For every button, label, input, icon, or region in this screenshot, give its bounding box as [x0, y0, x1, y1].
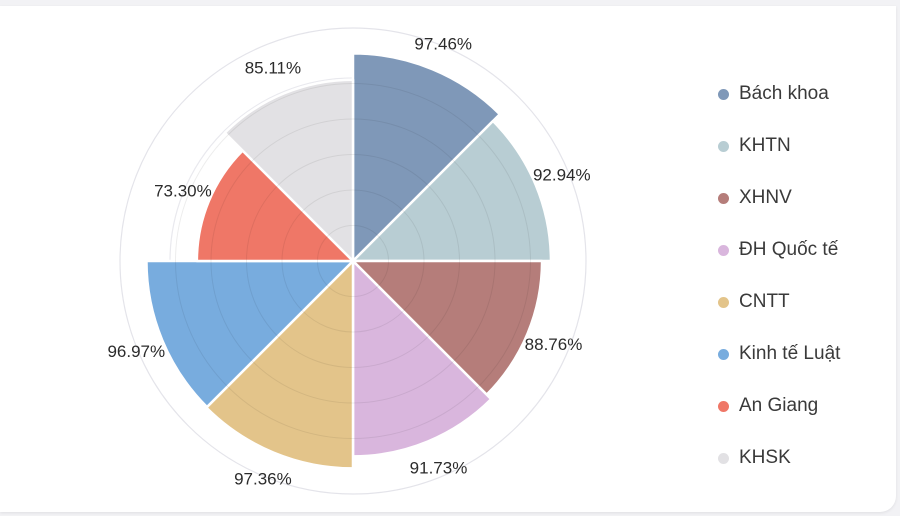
- inner-grid-ring: [281, 189, 425, 333]
- data-label: 96.97%: [107, 342, 165, 361]
- legend-marker: [718, 88, 729, 100]
- polar-wedge[interactable]: [205, 259, 355, 470]
- legend-item-cntt[interactable]: CNTT: [718, 276, 840, 328]
- outer-grid-circle: [119, 27, 587, 495]
- data-label: 91.73%: [410, 458, 468, 477]
- polar-area-chart: 97.46% 92.94% 88.76% 91.73% 97.36% 96.97% 73.3…: [107, 27, 591, 495]
- data-label: 97.36%: [234, 470, 292, 489]
- legend-marker: [718, 452, 729, 464]
- legend-item-bach-khoa[interactable]: Bách khoa: [718, 68, 840, 120]
- legend-label: Bách khoa: [739, 83, 829, 104]
- legend-item-khtn[interactable]: KHTN: [718, 120, 840, 172]
- legend-label: Kinh tế Luật: [739, 343, 841, 364]
- polar-wedge[interactable]: [351, 259, 544, 396]
- legend-marker: [718, 400, 729, 412]
- polar-wedge[interactable]: [145, 259, 355, 409]
- inner-grid-ring: [317, 225, 389, 297]
- legend-label: XHNV: [739, 187, 792, 208]
- legend-label: ĐH Quốc tế: [739, 239, 839, 260]
- legend-item-kinh-te-luat[interactable]: Kinh tế Luật: [718, 328, 840, 380]
- inner-grid-ring: [175, 83, 531, 439]
- legend-label: KHTN: [739, 135, 791, 156]
- polar-wedge[interactable]: [351, 119, 553, 263]
- legend-item-dh-quoc-te[interactable]: ĐH Quốc tế: [718, 224, 840, 276]
- legend-item-khsk[interactable]: KHSK: [718, 432, 840, 484]
- legend-marker: [718, 348, 729, 360]
- polar-wedge[interactable]: [223, 78, 355, 263]
- legend-marker: [718, 140, 729, 152]
- data-label: 92.94%: [533, 166, 591, 185]
- inner-grid-ring: [210, 118, 496, 404]
- data-label: 85.11%: [245, 59, 301, 78]
- legend-marker: [718, 244, 729, 256]
- data-label: 88.76%: [525, 335, 583, 354]
- legend-label: CNTT: [739, 291, 790, 312]
- legend-label: KHSK: [739, 447, 791, 468]
- inner-grid-ring: [246, 154, 460, 368]
- data-label: 97.46%: [414, 34, 472, 53]
- legend-marker: [718, 296, 729, 308]
- polar-wedge[interactable]: [351, 259, 493, 458]
- data-label: 73.30%: [154, 182, 212, 201]
- chart-card: 97.46% 92.94% 88.76% 91.73% 97.36% 96.97% 73.3…: [0, 6, 896, 512]
- polar-wedge[interactable]: [351, 52, 502, 263]
- polar-wedge[interactable]: [195, 149, 355, 263]
- legend-label: An Giang: [739, 395, 819, 416]
- legend-item-an-giang[interactable]: An Giang: [718, 380, 840, 432]
- legend-item-xhnv[interactable]: XHNV: [718, 172, 840, 224]
- legend: Bách khoa KHTN XHNV ĐH Quốc tế CNTT Kinh…: [718, 68, 840, 484]
- legend-marker: [718, 192, 729, 204]
